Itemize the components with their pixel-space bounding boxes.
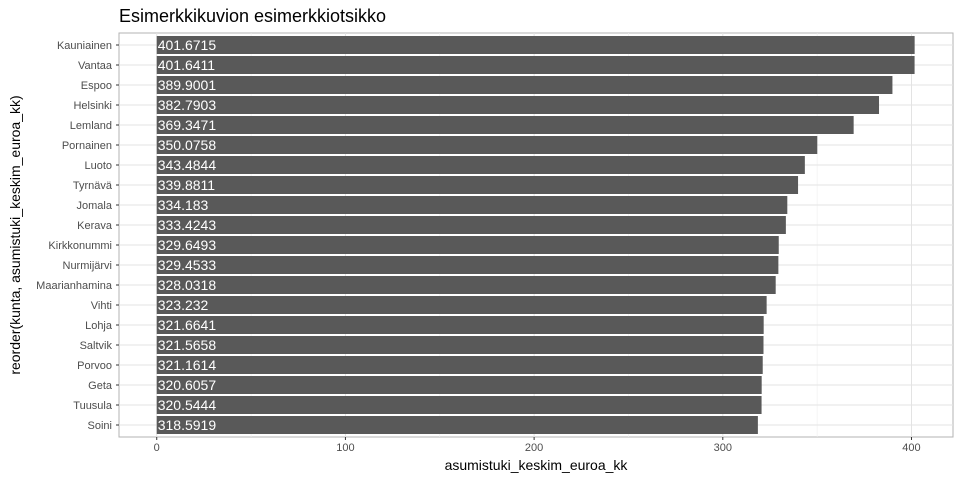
bar: [156, 236, 779, 254]
x-tick-label: 300: [714, 442, 732, 454]
y-tick-label: Tuusula: [73, 400, 113, 412]
bar-value-label: 320.5444: [158, 397, 217, 413]
bar: [156, 196, 788, 214]
y-tick-label: Lemland: [70, 120, 112, 132]
y-tick-label: Kirkkonummi: [48, 240, 112, 252]
bar: [156, 396, 762, 414]
y-tick-label: Espoo: [81, 80, 112, 92]
y-tick-label: Soini: [88, 420, 112, 432]
bar: [156, 296, 767, 314]
y-tick-label: Vihti: [91, 300, 112, 312]
y-tick-label: Lohja: [85, 320, 113, 332]
y-tick-label: Luoto: [84, 160, 112, 172]
bar-value-label: 321.5658: [158, 337, 217, 353]
x-axis: 0 100 200 300 400: [154, 437, 921, 454]
y-tick-label: Kauniainen: [57, 40, 112, 52]
bar: [156, 276, 776, 294]
y-axis-title: reorder(kunta, asumistuki_keskim_euroa_k…: [7, 95, 23, 374]
bar-value-label: 339.8811: [158, 177, 216, 193]
bar: [156, 216, 786, 234]
y-tick-label: Porvoo: [77, 360, 112, 372]
bar: [156, 56, 915, 74]
chart-title: Esimerkkikuvion esimerkkiotsikko: [119, 6, 386, 26]
y-tick-label: Tyrnävä: [73, 180, 113, 192]
y-tick-label: Geta: [88, 380, 113, 392]
bar: [156, 36, 915, 54]
bar: [156, 416, 758, 434]
bar-value-label: 350.0758: [158, 137, 217, 153]
x-axis-title: asumistuki_keskim_euroa_kk: [445, 457, 629, 473]
bar: [156, 156, 805, 174]
bar: [156, 76, 893, 94]
bar: [156, 96, 880, 114]
bar-value-label: 323.232: [158, 297, 209, 313]
y-tick-label: Maarianhamina: [36, 280, 113, 292]
x-tick-label: 0: [154, 442, 160, 454]
bar-value-label: 321.1614: [158, 357, 217, 373]
x-tick-label: 200: [525, 442, 543, 454]
bar-value-label: 389.9001: [158, 77, 217, 93]
y-tick-label: Jomala: [77, 200, 113, 212]
bar-value-label: 334.183: [158, 197, 209, 213]
x-tick-label: 100: [336, 442, 354, 454]
bar-value-label: 401.6411: [158, 57, 216, 73]
y-tick-label: Helsinki: [73, 100, 112, 112]
bar: [156, 116, 854, 134]
bar-value-label: 320.6057: [158, 377, 217, 393]
y-tick-label: Kerava: [77, 220, 113, 232]
bar: [156, 176, 799, 194]
bar: [156, 336, 764, 354]
bar: [156, 316, 764, 334]
bar-value-label: 343.4844: [158, 157, 217, 173]
y-tick-label: Vantaa: [78, 60, 113, 72]
bar: [156, 376, 762, 394]
bar-value-label: 329.6493: [158, 237, 217, 253]
bar-value-label: 369.3471: [158, 117, 217, 133]
bar-value-label: 321.6641: [158, 317, 217, 333]
bar-value-label: 328.0318: [158, 277, 217, 293]
bar-value-label: 329.4533: [158, 257, 217, 273]
bar-layer: 401.6715 401.6411 389.9001 382.7903 369.3471…: [156, 36, 915, 434]
x-tick-label: 400: [902, 442, 920, 454]
y-tick-label: Saltvik: [80, 340, 113, 352]
bar: [156, 256, 779, 274]
y-tick-label: Pornainen: [62, 140, 112, 152]
y-tick-label: Nurmijärvi: [63, 260, 113, 272]
bar: [156, 356, 763, 374]
bar-value-label: 318.5919: [158, 417, 217, 433]
y-axis: Kauniainen Vantaa Espoo Helsinki Lemland Porn…: [36, 40, 119, 432]
bar-value-label: 401.6715: [158, 37, 217, 53]
bar-value-label: 382.7903: [158, 97, 217, 113]
bar-value-label: 333.4243: [158, 217, 217, 233]
bar: [156, 136, 818, 154]
